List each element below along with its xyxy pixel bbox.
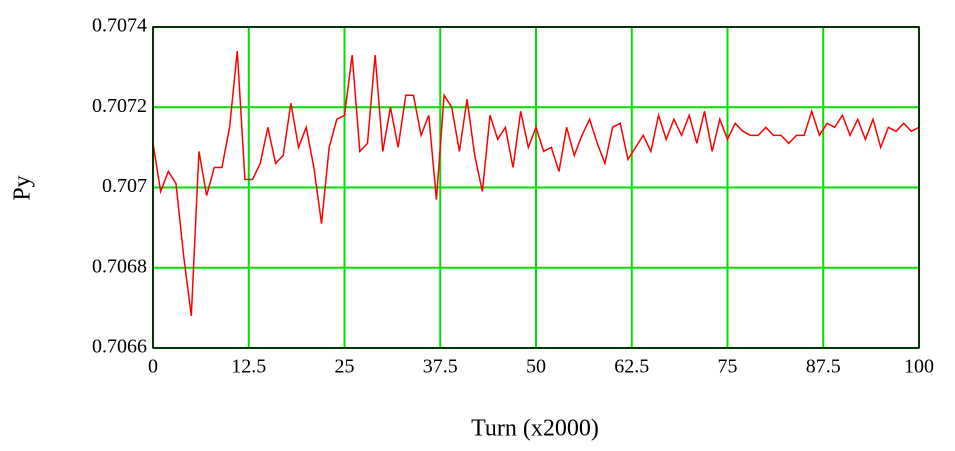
y-tick-label: 0.7066 <box>92 336 147 358</box>
y-tick-label: 0.7072 <box>92 95 147 117</box>
y-tick-label: 0.7068 <box>92 255 147 277</box>
x-tick-label: 100 <box>904 356 934 378</box>
y-tick-label: 0.7074 <box>92 15 147 37</box>
data-line <box>152 51 920 316</box>
x-tick-label: 25 <box>335 356 355 378</box>
x-tick-label: 87.5 <box>806 356 841 378</box>
x-tick-label: 75 <box>718 356 738 378</box>
x-tick-label: 37.5 <box>423 356 458 378</box>
x-tick-label: 50 <box>526 356 546 378</box>
plot-frame <box>152 26 920 349</box>
x-tick-label: 62.5 <box>614 356 649 378</box>
x-tick-label: 0 <box>148 356 158 378</box>
x-tick-label: 12.5 <box>231 356 266 378</box>
y-axis-label: Py <box>10 175 36 200</box>
x-axis-label: Turn (x2000) <box>471 416 599 442</box>
y-tick-label: 0.707 <box>102 175 147 197</box>
